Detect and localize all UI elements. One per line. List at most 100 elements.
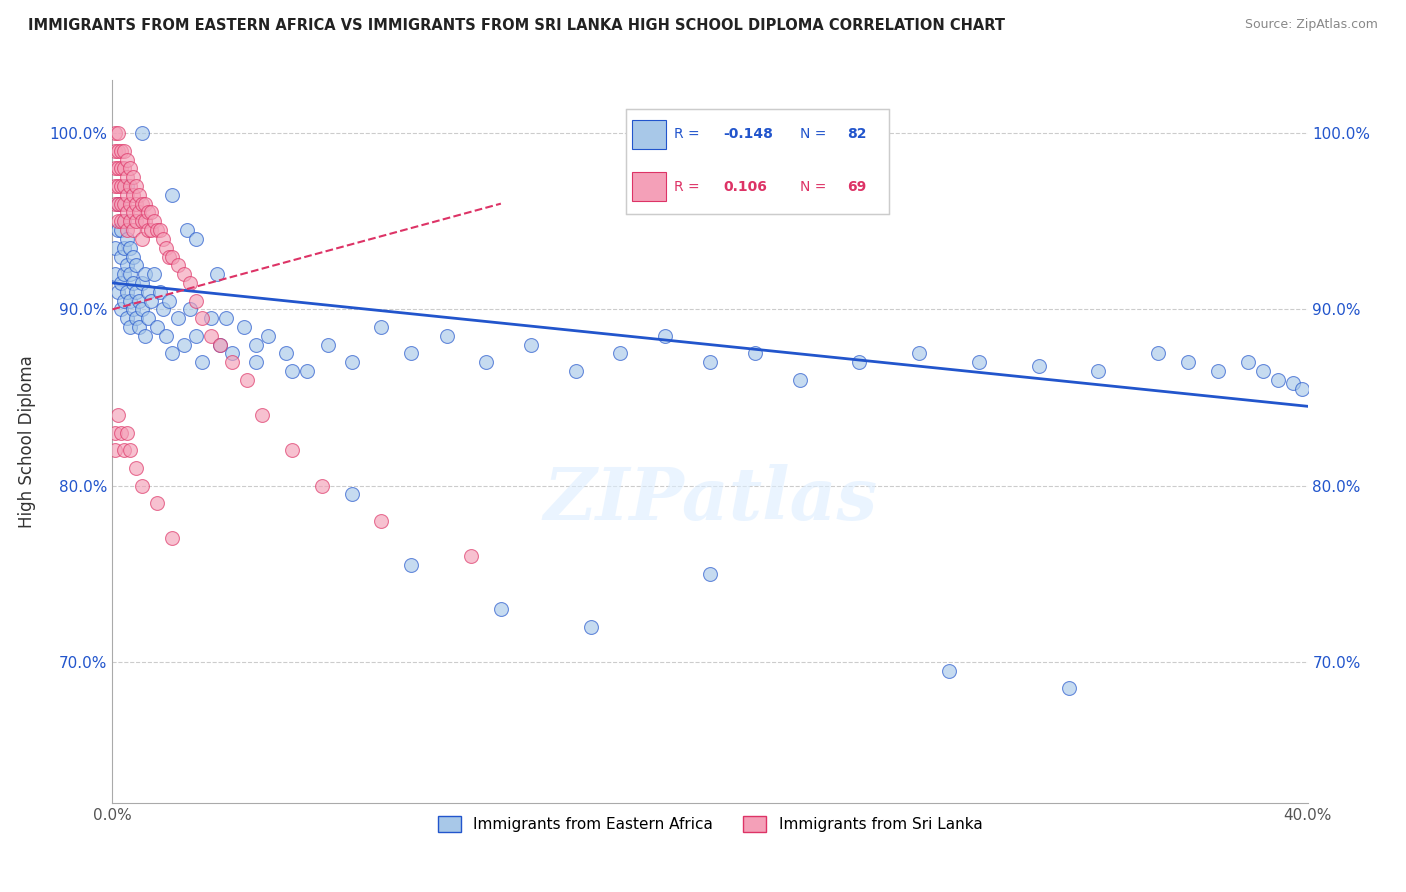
Point [114,144,135,158]
Point [104,126,127,140]
Point [191,355,214,369]
Point [179,302,201,317]
Point [131,126,153,140]
Point [138,223,160,237]
Point [295,364,318,378]
Point [122,276,145,290]
Point [104,179,127,194]
Point [967,355,990,369]
Point [120,267,142,281]
Point [128,293,150,308]
Point [1251,364,1274,378]
Point [186,293,208,308]
Point [460,549,482,563]
Point [401,346,423,360]
Point [179,276,201,290]
Point [117,223,139,237]
Point [436,328,458,343]
Point [128,205,150,219]
Point [104,196,127,211]
Point [120,241,142,255]
Point [162,250,183,264]
Point [186,328,208,343]
Point [149,223,172,237]
Point [1147,346,1170,360]
Point [401,558,423,572]
Point [274,346,297,360]
Point [110,425,132,440]
Point [110,144,132,158]
Point [938,664,960,678]
Point [134,328,156,343]
Point [370,514,392,528]
Point [131,302,153,317]
Point [146,223,169,237]
Point [117,170,139,185]
Point [120,161,142,176]
Point [114,161,135,176]
Point [107,179,129,194]
Point [176,223,198,237]
Point [122,250,145,264]
Point [138,311,160,326]
Point [233,320,256,334]
Point [120,214,142,228]
Point [908,346,931,360]
Point [107,196,129,211]
Point [155,241,177,255]
Point [149,285,172,299]
Point [110,302,132,317]
Point [167,311,190,326]
Point [245,337,267,351]
Point [520,337,543,351]
Point [654,328,676,343]
Point [157,250,180,264]
Point [114,179,135,194]
Point [250,408,273,422]
Point [1237,355,1260,369]
Point [120,196,142,211]
Point [699,355,721,369]
Point [848,355,870,369]
Point [152,232,174,246]
Point [138,285,160,299]
Point [579,619,602,633]
Point [114,214,135,228]
Point [146,320,169,334]
Point [117,232,139,246]
Point [221,346,243,360]
Point [114,443,135,458]
Point [245,355,267,369]
Point [122,205,145,219]
Point [125,461,148,475]
Point [107,214,129,228]
Point [122,187,145,202]
Point [104,267,127,281]
Point [340,487,363,501]
Point [699,566,721,581]
Point [141,223,163,237]
Point [131,478,153,492]
Point [107,408,129,422]
Point [117,187,139,202]
Point [1087,364,1109,378]
Point [114,293,135,308]
Point [1028,359,1050,373]
Point [281,364,304,378]
Point [125,258,148,272]
Point [107,126,129,140]
Point [110,250,132,264]
Text: ZIPatlas: ZIPatlas [543,464,877,535]
Text: Source: ZipAtlas.com: Source: ZipAtlas.com [1244,18,1378,31]
Point [122,170,145,185]
Point [186,232,208,246]
Point [131,232,153,246]
Point [110,196,132,211]
Point [117,311,139,326]
Point [1206,364,1229,378]
Point [609,346,631,360]
Point [1291,382,1313,396]
Point [564,364,586,378]
Point [128,320,150,334]
Point [162,346,183,360]
